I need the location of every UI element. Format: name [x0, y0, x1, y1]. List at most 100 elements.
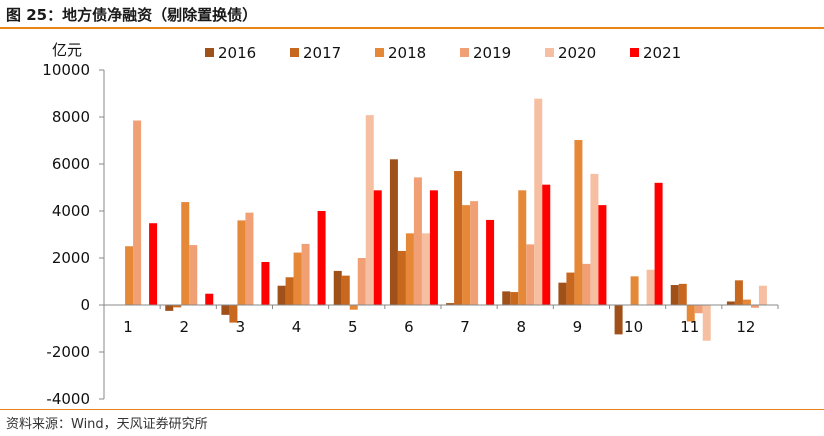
bar-2017-7 [454, 171, 463, 305]
y-tick-label: -2000 [46, 343, 90, 361]
x-axis: 1 2 3 4 5 6 7 8 9 10 11 12 [103, 304, 779, 336]
legend-swatch-2017 [290, 48, 299, 57]
top-rule [0, 27, 824, 29]
bar-2016-7 [446, 303, 455, 305]
x-tick-label: 11 [680, 318, 699, 336]
x-tick-label: 7 [460, 318, 470, 336]
bar-2019-9 [582, 263, 591, 305]
bar-2021-3 [261, 261, 270, 305]
y-tick-label: 8000 [52, 108, 90, 126]
bar-2019-12 [750, 305, 759, 308]
bar-2018-3 [237, 220, 246, 305]
bar-2019-3 [245, 212, 254, 305]
chart-title: 图 25：地方债净融资（剔除置换债） [6, 6, 258, 24]
x-tick-label: 2 [179, 318, 189, 336]
legend-label-2019: 2019 [473, 44, 511, 62]
bar-2016-6 [389, 159, 398, 305]
bar-2018-12 [742, 299, 751, 305]
x-tick-label: 9 [573, 318, 583, 336]
y-axis: 10000 8000 6000 4000 2000 0 -2000 -4000 [42, 61, 105, 408]
bar-2016-12 [726, 301, 735, 305]
bar-2018-1 [125, 246, 134, 305]
bar-2019-5 [357, 258, 366, 305]
legend-label-2016: 2016 [218, 44, 256, 62]
bar-2017-8 [510, 292, 519, 305]
unit-label: 亿元 [52, 41, 82, 59]
legend-swatch-2019 [460, 48, 469, 57]
bar-2020-10 [646, 269, 655, 305]
y-tick-label: 6000 [52, 155, 90, 173]
bars [125, 98, 767, 341]
bar-2019-11 [694, 305, 703, 314]
bar-2018-8 [518, 190, 527, 305]
bar-2019-7 [470, 201, 479, 305]
bar-2019-8 [526, 244, 535, 305]
bar-2020-9 [590, 173, 599, 305]
legend-label-2021: 2021 [643, 44, 681, 62]
bar-2018-2 [181, 202, 190, 305]
bar-2020-12 [758, 285, 767, 305]
bar-2016-4 [277, 285, 286, 305]
bar-2019-2 [189, 245, 198, 305]
bar-2017-4 [285, 277, 294, 305]
bar-2018-5 [349, 305, 358, 310]
bar-2021-5 [373, 190, 382, 305]
x-tick-label: 1 [123, 318, 133, 336]
bar-2021-1 [149, 223, 158, 305]
legend-swatch-2016 [205, 48, 214, 57]
bar-2020-5 [365, 115, 374, 306]
bar-2018-10 [630, 276, 639, 305]
legend-label-2020: 2020 [558, 44, 596, 62]
legend-swatch-2020 [545, 48, 554, 57]
x-tick-label: 6 [404, 318, 414, 336]
x-tick-label: 8 [516, 318, 526, 336]
bar-2017-3 [229, 305, 238, 323]
bar-2016-10 [614, 305, 623, 335]
legend-swatch-2018 [375, 48, 384, 57]
bar-2021-10 [654, 182, 663, 305]
legend-swatch-2021 [630, 48, 639, 57]
bottom-rule [0, 409, 824, 410]
bar-2019-4 [301, 243, 310, 305]
bar-2021-7 [486, 219, 495, 305]
y-tick-label: 10000 [42, 61, 90, 79]
x-tick-label: 10 [624, 318, 643, 336]
source-note: 资料来源：Wind，天风证券研究所 [6, 417, 208, 432]
bar-2017-11 [678, 283, 687, 305]
y-tick-label: 0 [80, 296, 90, 314]
bar-2018-11 [686, 305, 695, 322]
bar-2016-3 [221, 305, 230, 315]
bar-2018-4 [293, 252, 302, 305]
bar-2021-2 [205, 293, 214, 305]
bar-2017-2 [173, 305, 182, 308]
bar-2021-8 [542, 184, 551, 305]
bar-2016-5 [333, 270, 342, 305]
bar-2016-9 [558, 282, 567, 305]
bar-2018-7 [462, 205, 471, 305]
bar-2019-6 [413, 177, 422, 305]
bar-2019-1 [133, 120, 142, 306]
bar-2017-6 [397, 250, 406, 305]
legend-label-2017: 2017 [303, 44, 341, 62]
bar-2016-8 [502, 291, 511, 305]
y-tick-label: 2000 [52, 249, 90, 267]
bar-2021-6 [429, 190, 438, 305]
bar-2016-11 [670, 285, 679, 305]
x-tick-label: 5 [348, 318, 358, 336]
bar-2016-2 [165, 305, 174, 311]
legend-label-2018: 2018 [388, 44, 426, 62]
legend: 2016 2017 2018 2019 2020 2021 [205, 44, 681, 62]
bar-2021-9 [598, 205, 607, 305]
bar-2021-4 [317, 211, 326, 305]
bar-2020-11 [702, 305, 711, 341]
bar-2020-8 [534, 98, 543, 305]
y-tick-label: 4000 [52, 202, 90, 220]
x-tick-label: 4 [292, 318, 302, 336]
bar-2018-9 [574, 140, 583, 305]
bar-2017-9 [566, 272, 575, 305]
y-tick-label: -4000 [46, 390, 90, 408]
bar-2017-5 [341, 275, 350, 305]
bar-2017-12 [734, 280, 743, 305]
x-tick-label: 12 [736, 318, 755, 336]
